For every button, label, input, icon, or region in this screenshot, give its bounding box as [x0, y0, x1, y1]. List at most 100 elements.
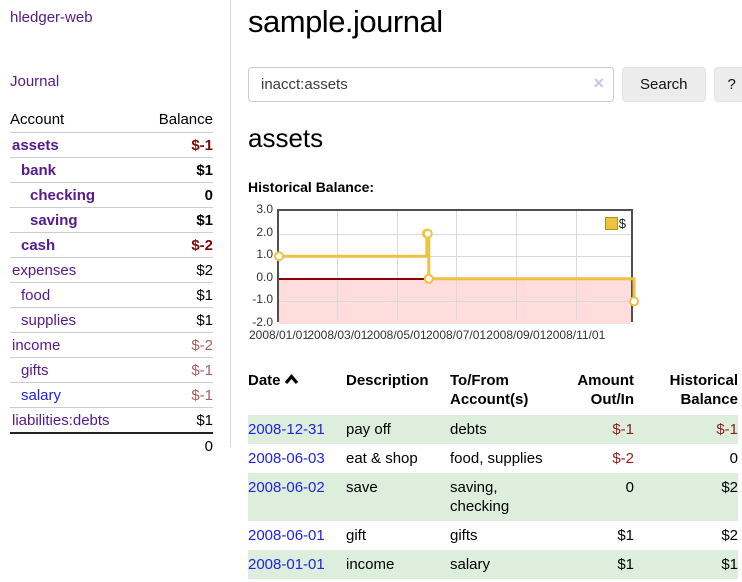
transaction-date-link[interactable]: 2008-06-03 [248, 450, 325, 467]
transaction-description: eat & shop [346, 450, 418, 467]
y-axis-tick-label: 0.0 [256, 269, 273, 284]
account-link-income[interactable]: income [12, 337, 61, 354]
account-balance: $1 [196, 162, 213, 179]
gridline [279, 256, 631, 258]
gridline [337, 211, 339, 320]
data-point-marker [423, 273, 434, 284]
gridline [516, 211, 518, 320]
accounts-total-row: 0 [10, 432, 213, 459]
account-balance: $1 [196, 212, 213, 229]
chart-legend: $ [604, 216, 626, 231]
gridline [279, 301, 631, 303]
historical-balance-chart: 3.0 2.0 1.0 0.0 -1.0 -2.0 $ 2008/01/01 2008/03… [248, 202, 740, 346]
transaction-accounts: food, supplies [450, 450, 543, 467]
account-link-cash[interactable]: cash [21, 237, 56, 254]
search-input[interactable] [248, 67, 614, 102]
column-header-accounts: To/From Account(s) [450, 372, 529, 408]
transaction-row: 2008-06-01 gift gifts $1 $2 [248, 521, 738, 550]
main-content: sample.journal × Search ? assets Histori… [248, 0, 742, 579]
account-balance: $-1 [191, 362, 213, 379]
account-link-food[interactable]: food [21, 287, 51, 304]
transaction-description: pay off [346, 421, 391, 438]
data-point-marker [629, 296, 640, 307]
sidebar: hledger-web Journal Account Balance asse… [0, 0, 231, 455]
account-row: liabilities:debts $1 [10, 407, 213, 432]
x-axis-tick-label: 2008/05/01 [366, 328, 427, 342]
account-link-expenses[interactable]: expenses [12, 262, 77, 279]
account-link-supplies[interactable]: supplies [21, 312, 77, 329]
data-point-marker [274, 251, 284, 262]
transaction-accounts: gifts [450, 527, 478, 544]
transactions-table-header: Date Description To/From Account(s) Amoun… [248, 368, 738, 415]
account-link-salary[interactable]: salary [21, 387, 62, 404]
account-link-liabilities-debts[interactable]: liabilities:debts [12, 412, 110, 429]
y-axis-tick-label: -1.0 [252, 292, 273, 307]
transaction-amount: 0 [625, 479, 634, 496]
brand-link[interactable]: hledger-web [10, 9, 93, 26]
account-balance: $-1 [191, 137, 213, 154]
sidebar-item-journal[interactable]: Journal [10, 73, 60, 90]
x-axis-tick-label: 2008/11/01 [546, 328, 606, 342]
transaction-date-link[interactable]: 2008-01-01 [248, 556, 325, 573]
account-row: income $-2 [10, 332, 213, 357]
column-header-description: Description [346, 372, 429, 389]
legend-series-label: $ [618, 216, 626, 231]
transaction-date-link[interactable]: 2008-06-01 [248, 527, 325, 544]
x-axis-tick-label: 2008/09/01 [486, 328, 547, 342]
series-line [279, 232, 636, 302]
account-link-assets[interactable]: assets [12, 137, 59, 154]
account-balance: $1 [196, 287, 213, 304]
account-balance: $-2 [191, 237, 213, 254]
account-section-title: assets [248, 123, 324, 153]
transaction-date-link[interactable]: 2008-06-02 [248, 479, 325, 496]
y-axis-tick-label: 1.0 [256, 247, 273, 262]
transactions-table: Date Description To/From Account(s) Amoun… [248, 368, 738, 579]
transaction-balance: $2 [721, 479, 738, 496]
gridline [456, 211, 458, 320]
accounts-total-value: 0 [204, 438, 213, 455]
transaction-accounts: saving, checking [450, 479, 510, 515]
account-balance: $2 [196, 262, 213, 279]
transaction-description: save [346, 479, 378, 496]
search-button[interactable]: Search [622, 67, 706, 102]
column-header-balance: Historical Balance [669, 372, 738, 408]
transaction-balance: 0 [729, 450, 738, 467]
account-balance: $-2 [191, 337, 213, 354]
account-row: bank $1 [10, 157, 213, 182]
account-balance: $1 [196, 412, 213, 429]
transaction-description: gift [346, 527, 367, 544]
help-button[interactable]: ? [713, 67, 742, 102]
transaction-row: 2008-06-03 eat & shop food, supplies $-2 0 [248, 444, 738, 473]
transaction-amount: $1 [617, 527, 634, 544]
transaction-amount: $-1 [612, 421, 634, 438]
gridline [279, 233, 631, 235]
account-row: gifts $-1 [10, 357, 213, 382]
y-axis-tick-label: 3.0 [256, 202, 273, 216]
transaction-row: 2008-12-31 pay off debts $-1 $-1 [248, 415, 738, 444]
account-link-bank[interactable]: bank [21, 162, 57, 179]
account-link-saving[interactable]: saving [30, 212, 78, 229]
account-balance: $1 [196, 312, 213, 329]
x-axis-tick-label: 2008/07/01 [425, 328, 487, 342]
transaction-date-link[interactable]: 2008-12-31 [248, 421, 325, 438]
account-link-checking[interactable]: checking [30, 187, 96, 204]
x-axis-tick-label: 2008/03/01 [307, 328, 368, 342]
clear-search-icon[interactable]: × [593, 73, 604, 93]
account-row: food $1 [10, 282, 213, 307]
account-row: checking 0 [10, 182, 213, 207]
account-link-gifts[interactable]: gifts [21, 362, 49, 379]
chart-title: Historical Balance: [248, 179, 375, 195]
accounts-table-header: Account Balance [10, 108, 213, 132]
gridline [575, 211, 577, 320]
column-header-date[interactable]: Date [248, 371, 346, 409]
accounts-table: Account Balance assets $-1 bank $1 checking 0… [10, 108, 213, 459]
account-row: assets $-1 [10, 132, 213, 157]
account-balance: $-1 [191, 387, 213, 404]
accounts-header-account: Account [10, 111, 65, 128]
page-title: sample.journal [248, 4, 443, 39]
transaction-accounts: salary [450, 556, 491, 573]
data-point-marker [422, 228, 433, 239]
transaction-description: income [346, 556, 395, 573]
chart-plot-area: $ [274, 209, 640, 324]
y-axis-tick-label: 2.0 [256, 224, 273, 239]
